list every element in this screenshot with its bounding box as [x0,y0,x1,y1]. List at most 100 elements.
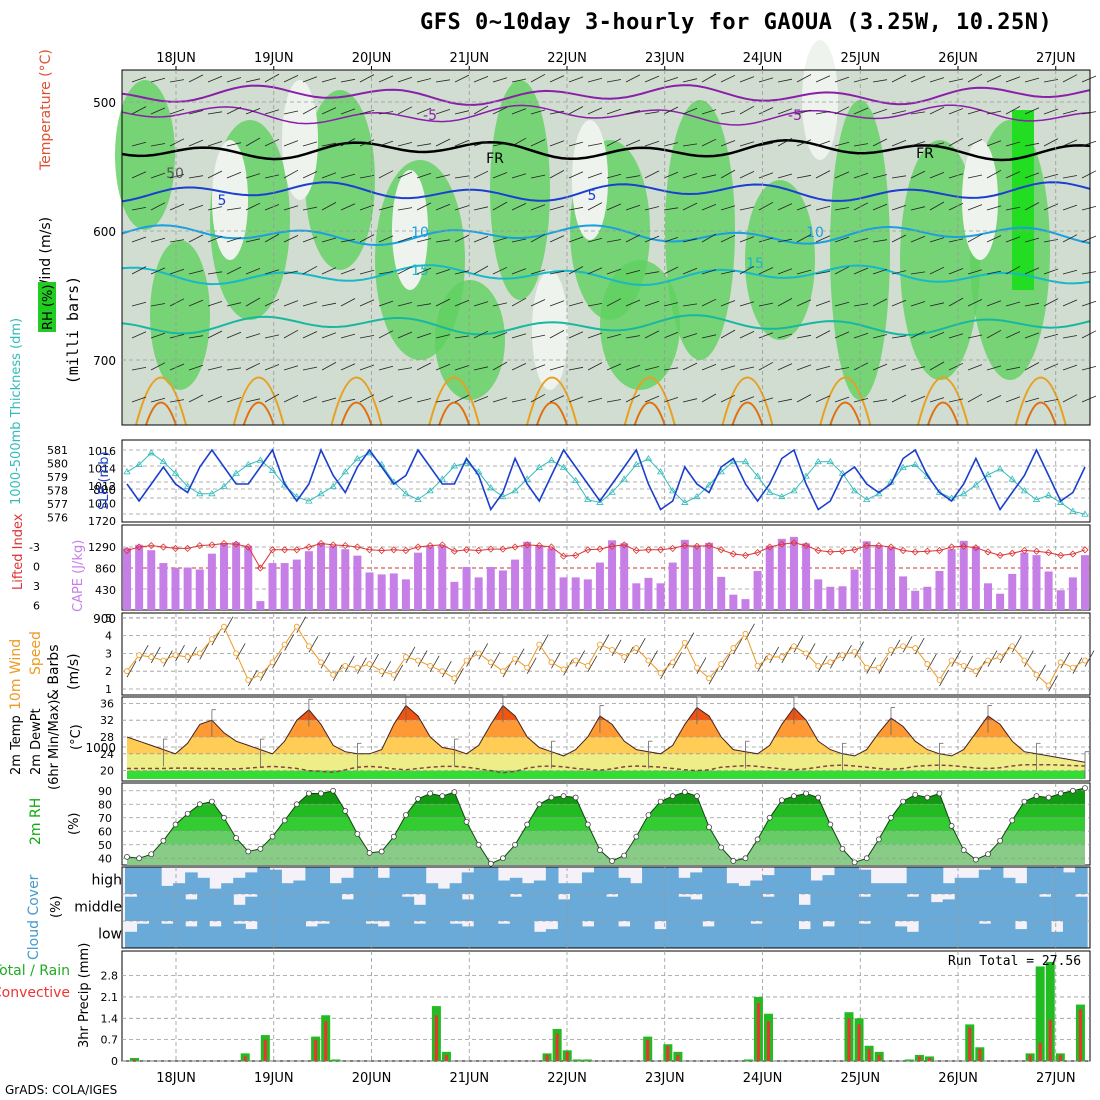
precip-conv-legend: Convective [0,985,70,1001]
wind-barb [1081,395,1097,403]
rh-marker [245,848,252,855]
wind-marker [233,650,240,657]
wind-barb [344,655,355,673]
cloud-bar-low [305,926,318,948]
rh-dry-patch [392,170,428,290]
wind-barb [739,396,755,403]
cloud-bar-low [209,926,222,948]
lifted-marker [317,539,325,548]
wind-barb [308,636,319,653]
cloud-bar-low [1002,921,1016,948]
cloud-bar-high [894,883,908,894]
wind-barb [910,330,926,339]
cloud-bar-high [521,883,535,894]
wind-barb [910,395,926,403]
temp-band [127,705,1085,721]
rh-marker [948,822,955,829]
wind-barb [340,108,356,115]
cloud-bar-low [137,923,150,948]
cloud-bar-low [714,921,727,948]
y-tick-label: 800 [93,483,116,497]
wind-barb [188,74,204,83]
wind-barb [625,270,641,275]
lifted-marker [887,543,895,551]
rh-dry-patch [212,140,248,260]
warm-contour [623,376,676,426]
wind-barb [720,169,736,179]
cloud-bar-low [461,926,475,948]
rh-shading [435,280,505,400]
wind-barb [378,170,394,179]
lifted-marker [972,544,980,552]
rh-shading [600,260,680,390]
wind-barb [359,109,375,115]
ylabel-slp: SLP (mb) [97,451,112,510]
wind-barb [1084,650,1095,667]
cloud-bar-high [413,867,427,894]
cloud-bar-high [437,888,451,894]
wind-barb [1081,366,1097,371]
thickness-marker [875,490,883,497]
thickness-marker [1044,491,1053,498]
cloud-bar-high [618,877,631,894]
precip-conv-bar [666,1045,670,1061]
wind-barb [872,298,888,307]
wind-barb [1062,364,1078,371]
wind-barb [796,364,812,371]
wind-barb [739,171,755,179]
wind-barb [188,364,204,371]
cloud-bar-high [690,872,703,894]
wind-barb [739,265,755,275]
rh-band [127,831,1085,845]
wind-barb [511,108,527,115]
lifted-marker [341,542,349,550]
wind-barb [272,652,282,669]
wind-tick-label: 3 [105,647,112,660]
wind-barb [739,236,755,243]
wind-barb [150,267,166,275]
credit-label: GrADS: COLA/IGES [5,1083,118,1097]
rh-marker [912,791,919,798]
cloud-bar-low [894,926,908,948]
wind-barb [587,237,603,243]
wind-barb [530,334,546,339]
wind-barb [967,139,983,147]
cloud-bar-middle [942,899,956,921]
precip-total-bar [1035,966,1045,1061]
warm-contour [330,376,383,426]
wind-barb [478,643,489,660]
lifted-marker [790,539,798,547]
cloud-bar-low [654,929,667,948]
lifted-marker [547,543,555,551]
wind-barb [781,646,792,664]
thickness-marker [620,475,628,482]
cloud-bar-low [930,921,944,948]
thickness-marker [778,492,786,500]
wind-marker [1069,664,1076,671]
rh-marker [803,790,809,797]
cloud-bar-low [702,926,715,948]
cape-bar [850,569,859,610]
ylabel-dewpt: 2m DewPt [29,708,44,775]
wind-barb [663,171,679,179]
cloud-bar-low [666,921,679,948]
wind-barb [606,108,622,115]
wind-barb [777,333,793,339]
precip-conv-bar [314,1039,318,1061]
wind-barb [549,110,565,115]
cloud-bar-middle [726,894,739,921]
wind-barb [378,395,394,403]
wind-barb [378,140,394,147]
cloud-bar-high [654,867,667,894]
wind-barb [986,140,1002,147]
x-tick-label: 20JUN [352,51,392,66]
wind-barb [948,398,964,403]
wind-barb [815,395,831,403]
wind-marker [269,659,276,666]
cloud-bar-high [281,883,294,894]
x-tick-label: 24JUN [743,51,783,66]
wind-barb [986,235,1002,243]
cloud-bar-middle [149,894,162,921]
wind-barb [1005,396,1021,403]
wind-barb [283,169,299,179]
